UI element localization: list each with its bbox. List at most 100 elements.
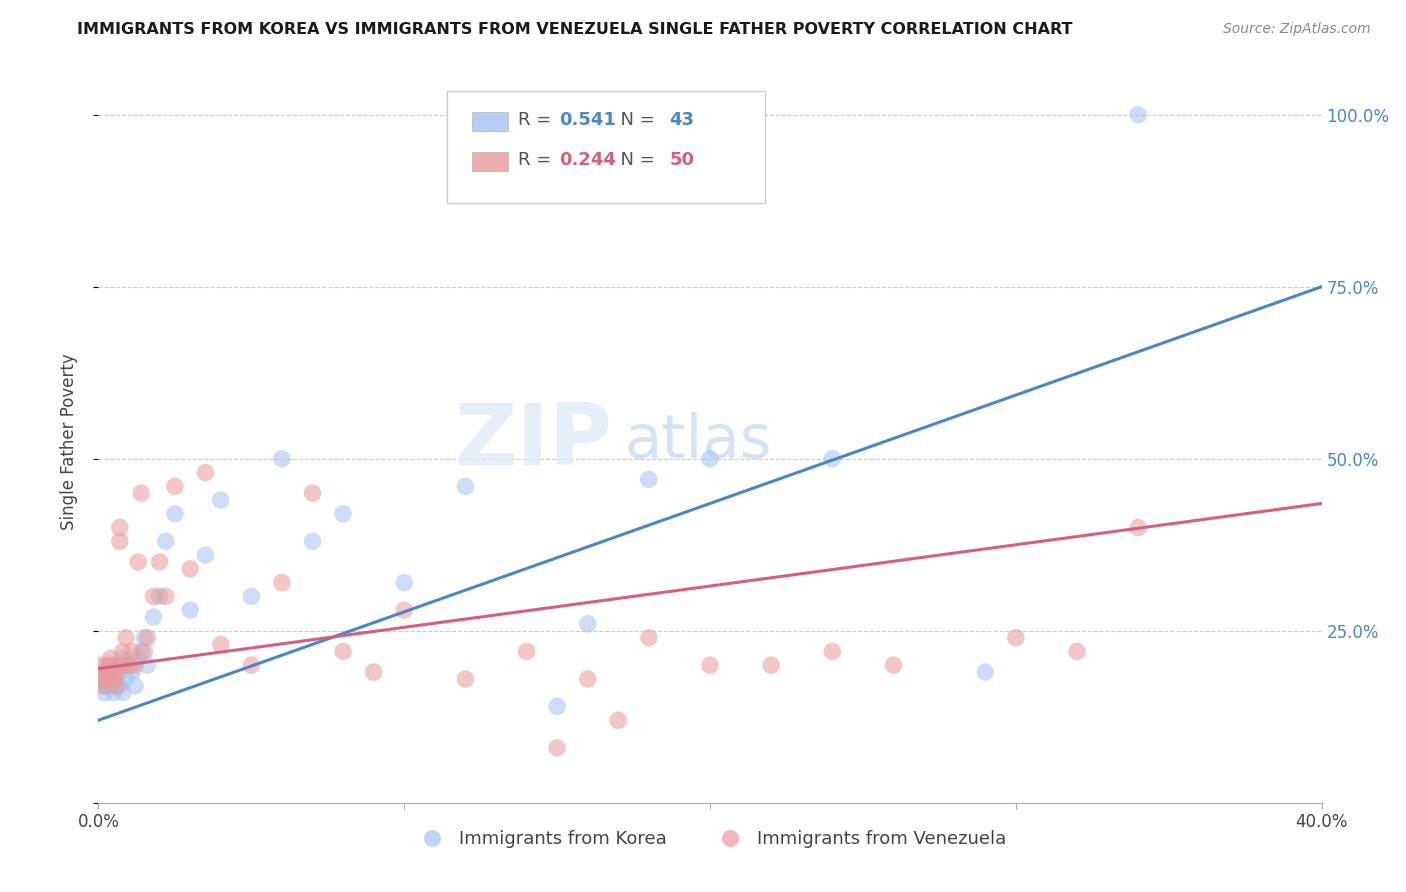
Point: [1004, 631, 1026, 645]
Point: [576, 672, 599, 686]
Point: [142, 610, 165, 624]
FancyBboxPatch shape: [471, 153, 508, 170]
Point: [111, 658, 134, 673]
Point: [111, 651, 134, 665]
Point: [90, 658, 112, 673]
Point: [103, 686, 125, 700]
Point: [821, 644, 844, 658]
Point: [454, 672, 477, 686]
Point: [97, 672, 120, 686]
Point: [699, 658, 721, 673]
Point: [118, 658, 141, 673]
Point: [1128, 520, 1150, 534]
Point: [240, 658, 263, 673]
Point: [301, 486, 323, 500]
Point: [127, 651, 149, 665]
Point: [124, 658, 146, 673]
Text: ZIP: ZIP: [454, 400, 612, 483]
Text: Source: ZipAtlas.com: Source: ZipAtlas.com: [1223, 22, 1371, 37]
Point: [163, 507, 186, 521]
Point: [103, 679, 125, 693]
Point: [637, 631, 661, 645]
Text: 50: 50: [669, 151, 695, 169]
Point: [118, 658, 141, 673]
Point: [111, 644, 134, 658]
Point: [127, 555, 149, 569]
Point: [97, 679, 120, 693]
Point: [134, 631, 156, 645]
Point: [136, 631, 159, 645]
Point: [332, 644, 354, 658]
Point: [179, 603, 201, 617]
Point: [149, 590, 172, 604]
Point: [392, 575, 416, 590]
Point: [93, 665, 115, 679]
Point: [270, 451, 292, 466]
Point: [129, 644, 152, 658]
Point: [90, 679, 112, 693]
Point: [108, 679, 131, 693]
Point: [163, 479, 186, 493]
Point: [607, 713, 630, 727]
Point: [93, 679, 115, 693]
Point: [97, 658, 120, 673]
Point: [149, 555, 172, 569]
Text: R =: R =: [517, 111, 557, 129]
Point: [454, 479, 477, 493]
Point: [546, 740, 568, 755]
Point: [121, 644, 143, 658]
Text: atlas: atlas: [624, 412, 772, 471]
Point: [516, 644, 538, 658]
Point: [209, 638, 232, 652]
Point: [821, 451, 844, 466]
Point: [121, 665, 143, 679]
Point: [111, 686, 134, 700]
Point: [108, 534, 131, 549]
Point: [103, 658, 125, 673]
Point: [115, 631, 138, 645]
Point: [301, 534, 323, 549]
Text: R =: R =: [517, 151, 557, 169]
Point: [134, 644, 156, 658]
Point: [103, 672, 125, 686]
Y-axis label: Single Father Poverty: Single Father Poverty: [59, 353, 77, 530]
Legend: Immigrants from Korea, Immigrants from Venezuela: Immigrants from Korea, Immigrants from V…: [406, 822, 1014, 855]
Text: N =: N =: [609, 151, 659, 169]
Point: [90, 672, 112, 686]
Point: [93, 672, 115, 686]
Point: [1128, 108, 1150, 122]
FancyBboxPatch shape: [447, 91, 765, 203]
Point: [142, 590, 165, 604]
Point: [100, 672, 122, 686]
Point: [155, 534, 177, 549]
Point: [1066, 644, 1088, 658]
Text: IMMIGRANTS FROM KOREA VS IMMIGRANTS FROM VENEZUELA SINGLE FATHER POVERTY CORRELA: IMMIGRANTS FROM KOREA VS IMMIGRANTS FROM…: [77, 22, 1073, 37]
Point: [576, 616, 599, 631]
Point: [105, 665, 128, 679]
Point: [97, 665, 120, 679]
Point: [179, 562, 201, 576]
Point: [108, 658, 131, 673]
Text: N =: N =: [609, 111, 659, 129]
Point: [105, 672, 128, 686]
Point: [105, 665, 128, 679]
Point: [100, 651, 122, 665]
Point: [194, 548, 217, 562]
Point: [699, 451, 721, 466]
Point: [332, 507, 354, 521]
Point: [124, 679, 146, 693]
Point: [194, 466, 217, 480]
Text: 0.541: 0.541: [560, 111, 616, 129]
Point: [105, 679, 128, 693]
Point: [100, 665, 122, 679]
Point: [115, 672, 138, 686]
Point: [270, 575, 292, 590]
Point: [637, 472, 661, 486]
Point: [93, 686, 115, 700]
Point: [759, 658, 782, 673]
Point: [240, 590, 263, 604]
FancyBboxPatch shape: [471, 112, 508, 131]
Point: [883, 658, 905, 673]
Point: [392, 603, 416, 617]
Point: [209, 493, 232, 508]
